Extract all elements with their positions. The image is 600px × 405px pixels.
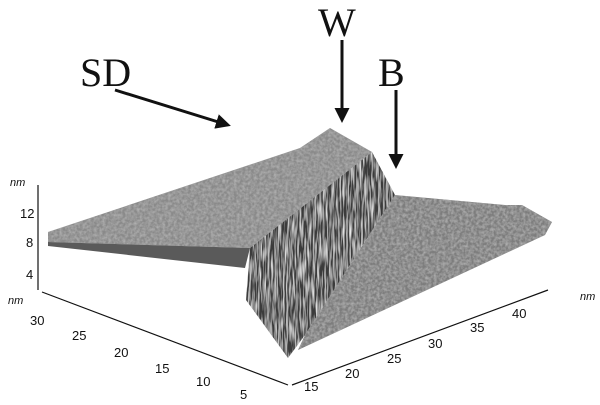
tick-label: 20 xyxy=(114,345,128,360)
tick-label: 25 xyxy=(72,328,86,343)
tick-label: 15 xyxy=(155,361,169,376)
afm-figure: SD W B nm nm nm 12 8 4 30 25 20 15 10 5 … xyxy=(0,0,600,405)
tick-label: 8 xyxy=(26,235,33,250)
annotation: B xyxy=(378,50,405,95)
tick-label: 15 xyxy=(304,379,318,394)
tick-label: 4 xyxy=(26,267,33,282)
axis-unit: nm xyxy=(580,291,595,303)
tick-label: 30 xyxy=(30,313,44,328)
arrow-sd xyxy=(115,90,228,125)
axis-unit: nm xyxy=(8,295,23,307)
tick-label: 25 xyxy=(387,351,401,366)
tick-label: 12 xyxy=(20,206,34,221)
tick-label: 40 xyxy=(512,306,526,321)
tick-label: 10 xyxy=(196,374,210,389)
axis-unit: nm xyxy=(10,177,25,189)
tick-label: 35 xyxy=(470,320,484,335)
tick-label: 30 xyxy=(428,336,442,351)
tick-label: 20 xyxy=(345,366,359,381)
tick-label: 5 xyxy=(240,387,247,402)
annotation: SD xyxy=(80,50,131,95)
annotation: W xyxy=(318,0,356,45)
